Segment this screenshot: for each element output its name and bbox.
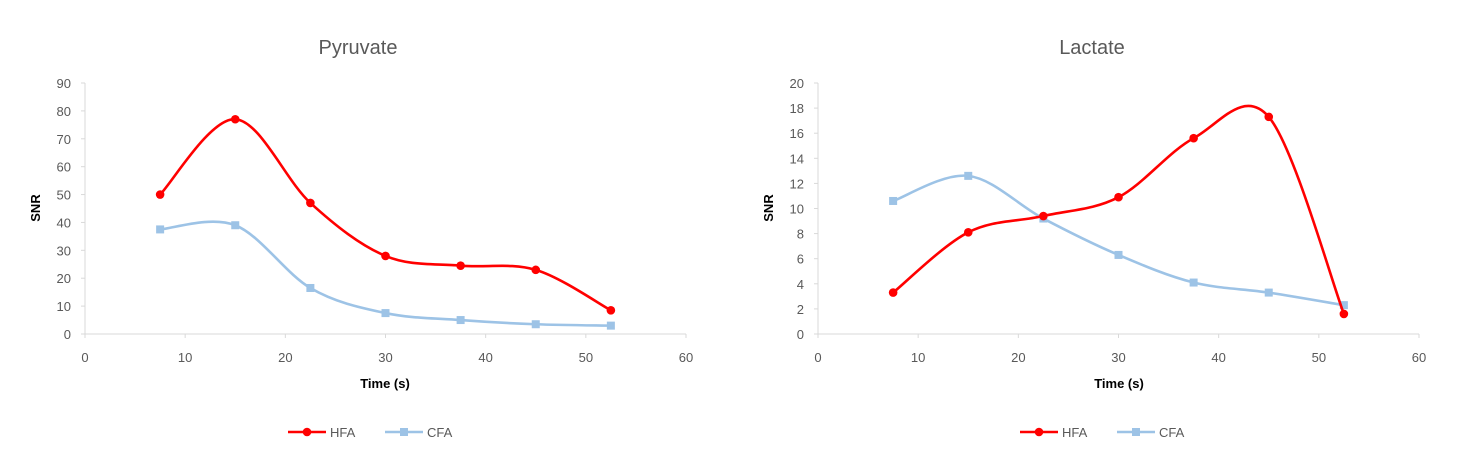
x-tick-label: 40 xyxy=(1211,350,1225,365)
data-point-hfa xyxy=(155,190,165,199)
x-tick-label: 0 xyxy=(814,350,821,365)
data-point-hfa xyxy=(531,265,541,275)
x-tick-label: 10 xyxy=(178,350,192,365)
pyruvate-plot-area: 0 10 20 30 40 50 60 70 80 90 0 10 20 30 40 50 60 xyxy=(57,76,694,365)
y-tick-label: 16 xyxy=(790,126,804,141)
y-tick-label: 0 xyxy=(64,327,71,342)
pyruvate-chart: Pyruvate 0 10 20 30 40 50 60 70 80 90 0 10 20 30 40 50 6… xyxy=(0,0,735,463)
data-point-cfa xyxy=(531,320,540,329)
x-tick-label: 50 xyxy=(1312,350,1326,365)
data-point-cfa xyxy=(889,196,898,205)
y-tick-label: 4 xyxy=(797,277,804,292)
data-point-hfa xyxy=(306,198,315,208)
legend-marker-hfa xyxy=(302,427,312,437)
y-tick-label: 60 xyxy=(57,160,71,175)
pyruvate-legend: HFA CFA xyxy=(288,425,453,440)
y-tick-label: 10 xyxy=(790,202,804,217)
data-point-cfa xyxy=(606,321,615,330)
x-axis-label: Time (s) xyxy=(1094,376,1144,391)
y-tick-label: 70 xyxy=(57,132,71,147)
y-tick-label: 6 xyxy=(797,252,804,267)
data-point-hfa xyxy=(230,114,240,124)
x-tick-label: 20 xyxy=(1011,350,1025,365)
data-point-cfa xyxy=(231,221,240,230)
data-point-cfa xyxy=(1339,301,1348,310)
y-tick-label: 20 xyxy=(57,271,71,286)
y-tick-label: 30 xyxy=(57,243,71,258)
x-tick-label: 10 xyxy=(911,350,925,365)
y-tick-label: 18 xyxy=(790,101,804,116)
y-tick-label: 14 xyxy=(790,151,804,166)
x-tick-label: 20 xyxy=(278,350,292,365)
y-tick-label: 40 xyxy=(57,215,71,230)
data-point-hfa xyxy=(1264,112,1274,122)
y-tick-label: 2 xyxy=(797,302,804,317)
data-point-hfa xyxy=(1114,192,1123,202)
data-point-cfa xyxy=(156,225,165,234)
legend-label-cfa: CFA xyxy=(1159,425,1185,440)
legend-label-hfa: HFA xyxy=(330,425,356,440)
data-point-hfa xyxy=(1339,309,1349,319)
data-point-cfa xyxy=(306,283,315,292)
x-tick-label: 30 xyxy=(1111,350,1125,365)
data-point-hfa xyxy=(963,228,973,237)
data-point-hfa xyxy=(1189,133,1198,143)
data-point-hfa xyxy=(456,261,465,270)
data-point-cfa xyxy=(456,316,465,325)
chart-title: Lactate xyxy=(1059,37,1125,59)
data-point-hfa xyxy=(381,251,390,261)
x-tick-label: 60 xyxy=(1412,350,1426,365)
data-point-cfa xyxy=(1264,288,1273,297)
lactate-chart-svg: Lactate 0 2 4 6 8 10 12 14 16 18 20 0 10 20 30 40 50 60 T… xyxy=(761,37,1427,440)
data-point-cfa xyxy=(1189,278,1198,287)
y-tick-label: 50 xyxy=(57,188,71,203)
data-point-cfa xyxy=(1114,250,1123,259)
data-point-hfa xyxy=(1039,211,1048,221)
data-point-cfa xyxy=(964,171,973,180)
y-tick-label: 80 xyxy=(57,104,71,119)
chart-title: Pyruvate xyxy=(319,37,398,59)
x-tick-label: 60 xyxy=(679,350,693,365)
y-tick-label: 8 xyxy=(797,227,804,242)
x-tick-label: 0 xyxy=(81,350,88,365)
x-tick-label: 40 xyxy=(478,350,492,365)
x-tick-label: 30 xyxy=(378,350,392,365)
x-axis-label: Time (s) xyxy=(360,376,410,391)
y-tick-label: 10 xyxy=(57,299,71,314)
lactate-chart: Lactate 0 2 4 6 8 10 12 14 16 18 20 0 10 20 30 40 50 60 T… xyxy=(735,0,1470,463)
y-tick-label: 90 xyxy=(57,76,71,91)
x-tick-label: 50 xyxy=(579,350,593,365)
data-point-hfa xyxy=(606,305,616,315)
legend-marker-cfa xyxy=(400,428,408,436)
y-tick-label: 20 xyxy=(790,76,804,91)
data-point-cfa xyxy=(381,309,390,318)
legend-marker-cfa xyxy=(1132,428,1140,436)
series-line-hfa xyxy=(892,104,1346,315)
legend-marker-hfa xyxy=(1034,427,1044,437)
pyruvate-chart-svg: Pyruvate 0 10 20 30 40 50 60 70 80 90 0 10 20 30 40 50 6… xyxy=(28,37,694,440)
lactate-plot-area: 0 2 4 6 8 10 12 14 16 18 20 0 10 20 30 40 50 60 xyxy=(790,76,1427,365)
y-axis-label: SNR xyxy=(761,194,776,222)
y-axis-label: SNR xyxy=(28,194,43,222)
y-tick-label: 12 xyxy=(790,176,804,191)
legend-label-cfa: CFA xyxy=(427,425,453,440)
lactate-legend: HFA CFA xyxy=(1020,425,1185,440)
series-line-hfa xyxy=(159,117,612,312)
y-tick-label: 0 xyxy=(797,327,804,342)
legend-label-hfa: HFA xyxy=(1062,425,1088,440)
data-point-hfa xyxy=(888,288,898,297)
